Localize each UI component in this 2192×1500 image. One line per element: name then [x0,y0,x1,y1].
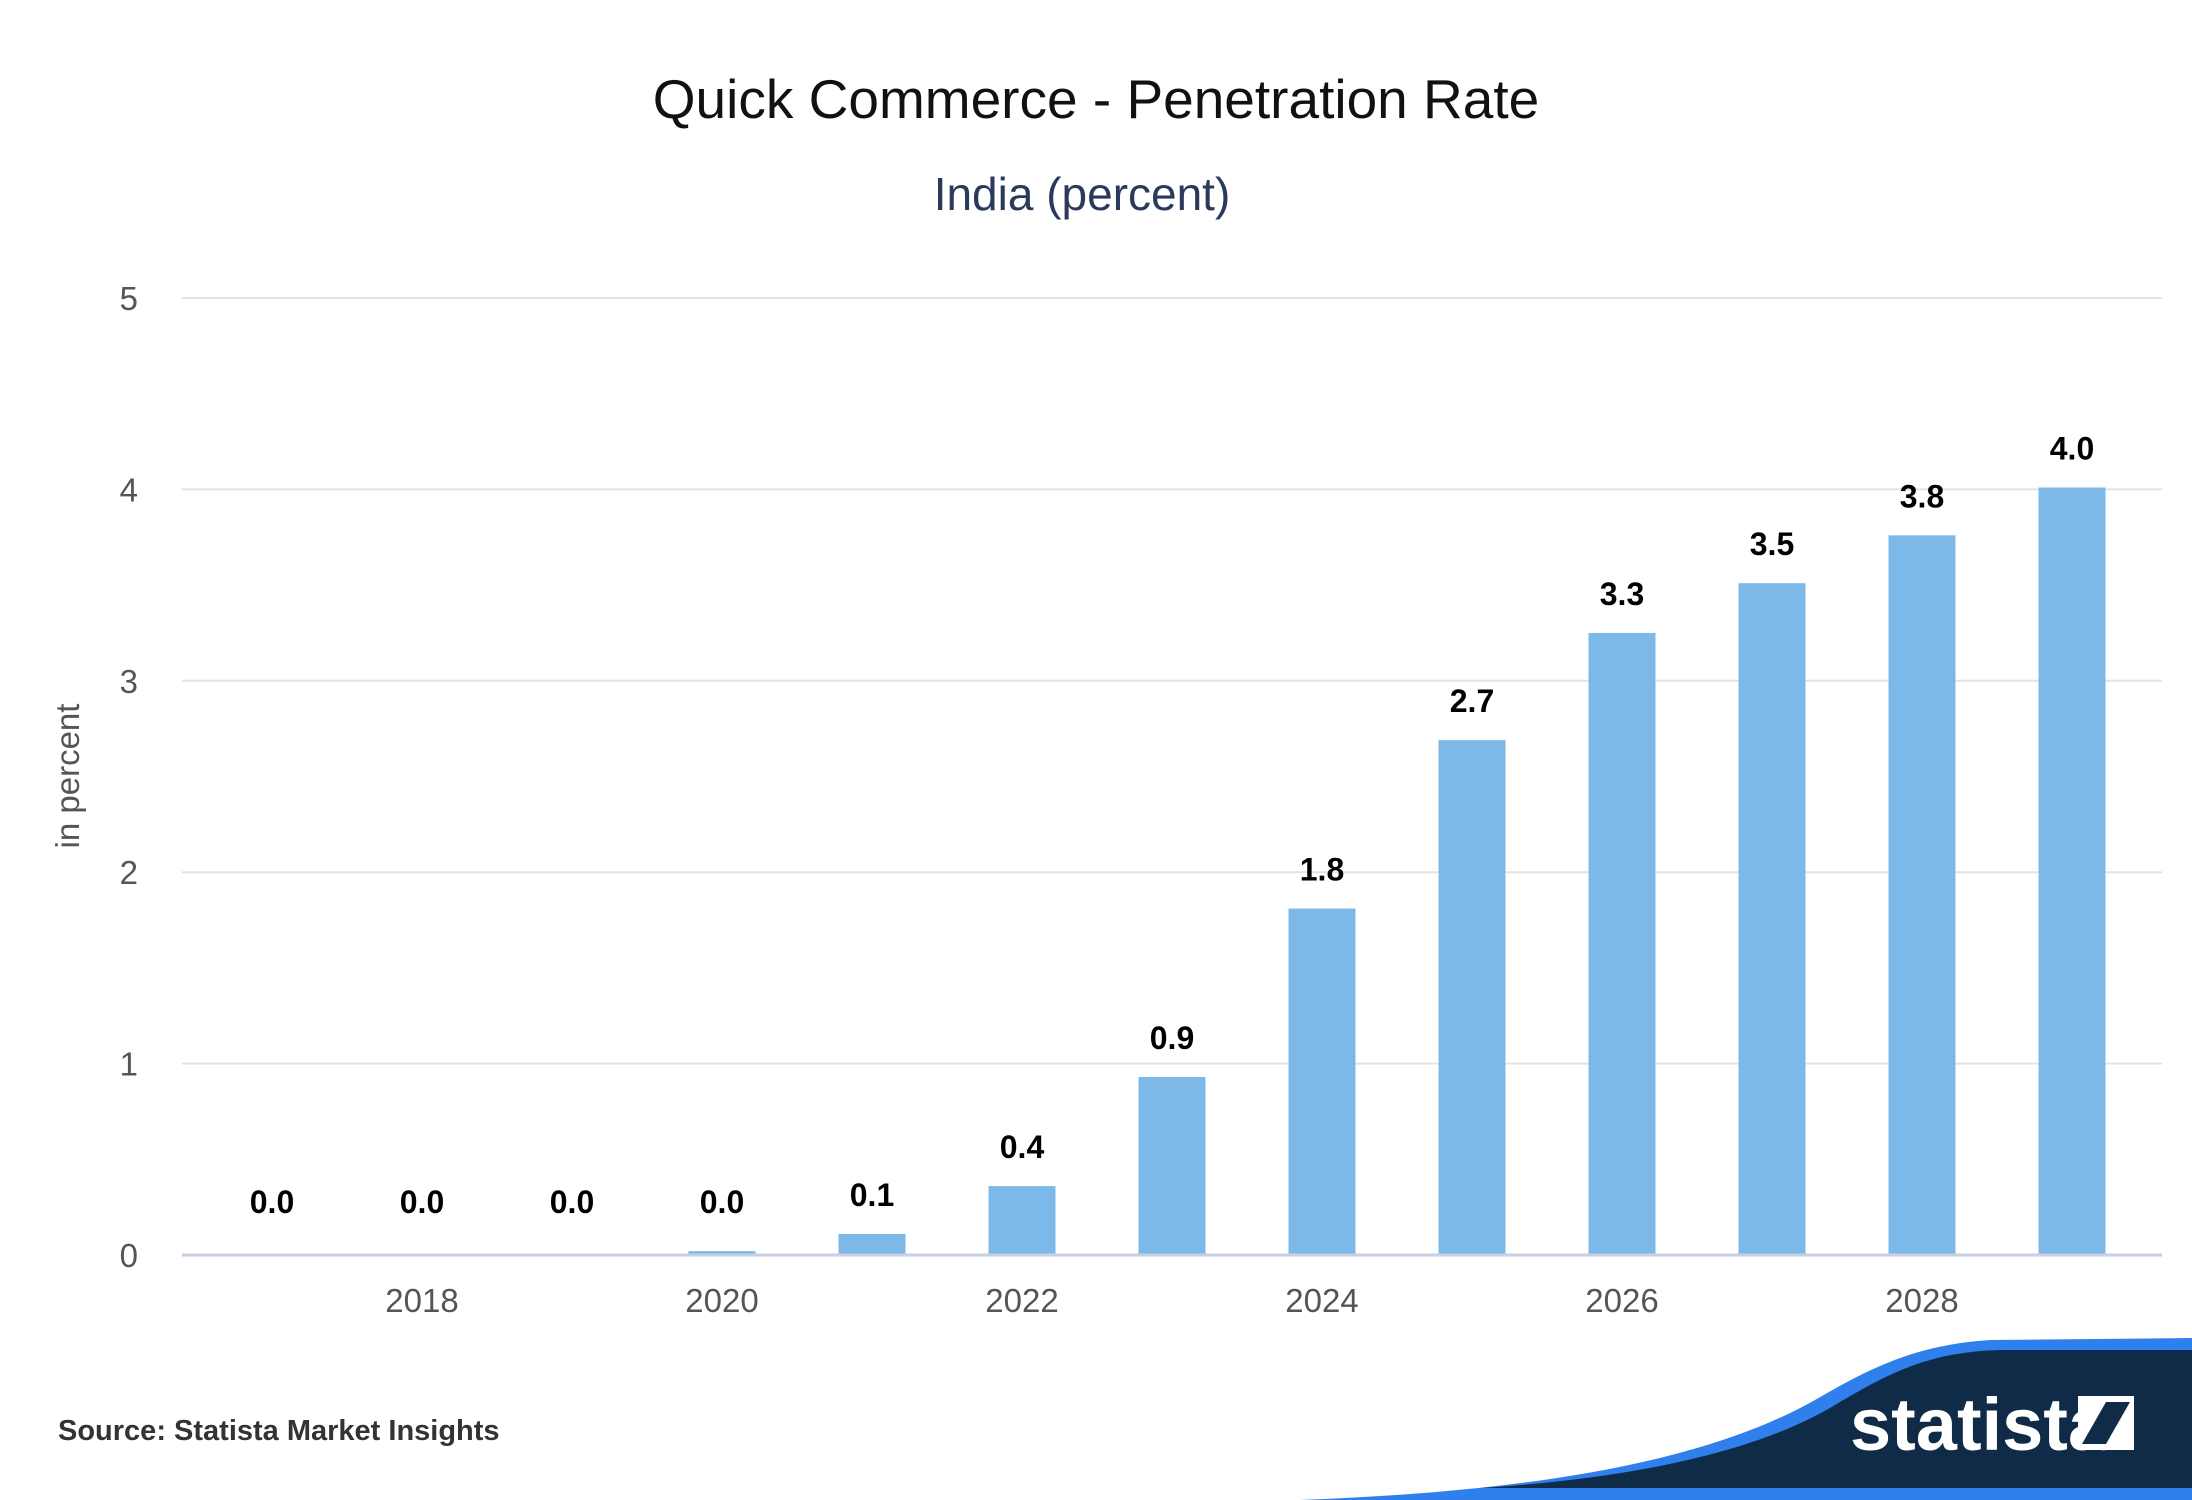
data-label-2024: 1.8 [1300,852,1344,888]
bars [688,487,2106,1256]
data-label-2019: 0.0 [550,1184,594,1220]
x-tick-label: 2026 [1585,1282,1658,1319]
y-axis-ticks: 0 1 2 3 4 5 [120,280,138,1274]
bar-2025 [1438,740,1506,1255]
bar-2024 [1288,908,1356,1255]
source-note: Source: Statista Market Insights [58,1415,500,1447]
data-labels: 0.0 0.0 0.0 0.0 0.1 0.4 0.9 1.8 2.7 3.3 3.5 3.8 4.0 [250,430,2094,1220]
x-tick-label: 2020 [685,1282,758,1319]
data-label-2017: 0.0 [250,1184,294,1220]
bar-2028 [1888,535,1956,1255]
data-label-2020: 0.0 [700,1184,744,1220]
bar-2027 [1738,583,1806,1255]
data-label-2027: 3.5 [1750,526,1794,562]
data-label-2023: 0.9 [1150,1020,1194,1056]
chart-subtitle: India (percent) [934,168,1231,220]
chart-title: Quick Commerce - Penetration Rate [653,68,1539,130]
y-tick-label: 0 [120,1237,138,1274]
data-label-2028: 3.8 [1900,478,1944,514]
bar-2022 [988,1186,1056,1255]
data-label-2029: 4.0 [2050,430,2094,466]
x-axis-ticks: 2018 2020 2022 2024 2026 2028 [385,1282,1958,1319]
y-tick-label: 3 [120,663,138,700]
x-tick-label: 2022 [985,1282,1058,1319]
y-axis-label: in percent [49,704,86,849]
bar-2021 [838,1233,906,1255]
y-tick-label: 1 [120,1046,138,1083]
grid-lines [182,297,2162,1065]
bar-2026 [1588,632,1656,1255]
data-label-2021: 0.1 [850,1177,894,1213]
statista-logo-icon [2078,1396,2134,1450]
data-label-2018: 0.0 [400,1184,444,1220]
bar-2023 [1138,1076,1206,1255]
statista-logo-text: statista [1850,1383,2110,1466]
y-tick-label: 2 [120,854,138,891]
bar-2020 [688,1251,756,1255]
x-tick-label: 2024 [1285,1282,1358,1319]
bar-2029 [2038,487,2106,1256]
x-tick-label: 2028 [1885,1282,1958,1319]
data-label-2026: 3.3 [1600,576,1644,612]
brand-band [1480,1350,2192,1488]
data-label-2022: 0.4 [1000,1129,1045,1165]
y-tick-label: 5 [120,280,138,317]
x-tick-label: 2018 [385,1282,458,1319]
y-tick-label: 4 [120,471,138,508]
data-label-2025: 2.7 [1450,683,1494,719]
